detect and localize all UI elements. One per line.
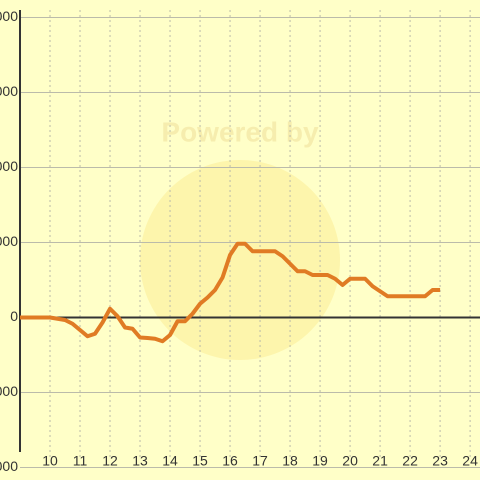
y-tick-label: 6,000 [0, 158, 18, 174]
plot [20, 241, 441, 344]
series-line [20, 241, 441, 344]
x-tick-label: 20 [342, 453, 358, 469]
grid: 12,000 9,000 6,000 3,000 0 -3,000 -6,000 10 11 12… [0, 8, 480, 474]
x-tick-label: 21 [372, 453, 388, 469]
x-tick-label: 19 [312, 453, 328, 469]
x-tick-label: 16 [222, 453, 238, 469]
x-tick-label: 10 [42, 453, 58, 469]
x-tick-label: 17 [252, 453, 268, 469]
y-tick-label: 3,000 [0, 233, 18, 249]
x-tick-label: 22 [402, 453, 418, 469]
x-tick-label: 14 [162, 453, 178, 469]
x-tick-label: 23 [432, 453, 448, 469]
x-tick-label: 11 [73, 453, 88, 469]
y-tick-label: 12,000 [0, 8, 18, 24]
y-tick-label: -6,000 [0, 458, 18, 474]
y-tick-label: 0 [10, 308, 18, 324]
x-tick-label: 12 [102, 453, 118, 469]
x-tick-label: 15 [192, 453, 208, 469]
y-tick-label: -3,000 [0, 383, 18, 399]
y-tick-label: 9,000 [0, 83, 18, 99]
watermark: Powered by [161, 116, 319, 147]
x-tick-label: 24 [462, 453, 478, 469]
x-tick-label: 18 [282, 453, 298, 469]
x-tick-label: 13 [132, 453, 148, 469]
